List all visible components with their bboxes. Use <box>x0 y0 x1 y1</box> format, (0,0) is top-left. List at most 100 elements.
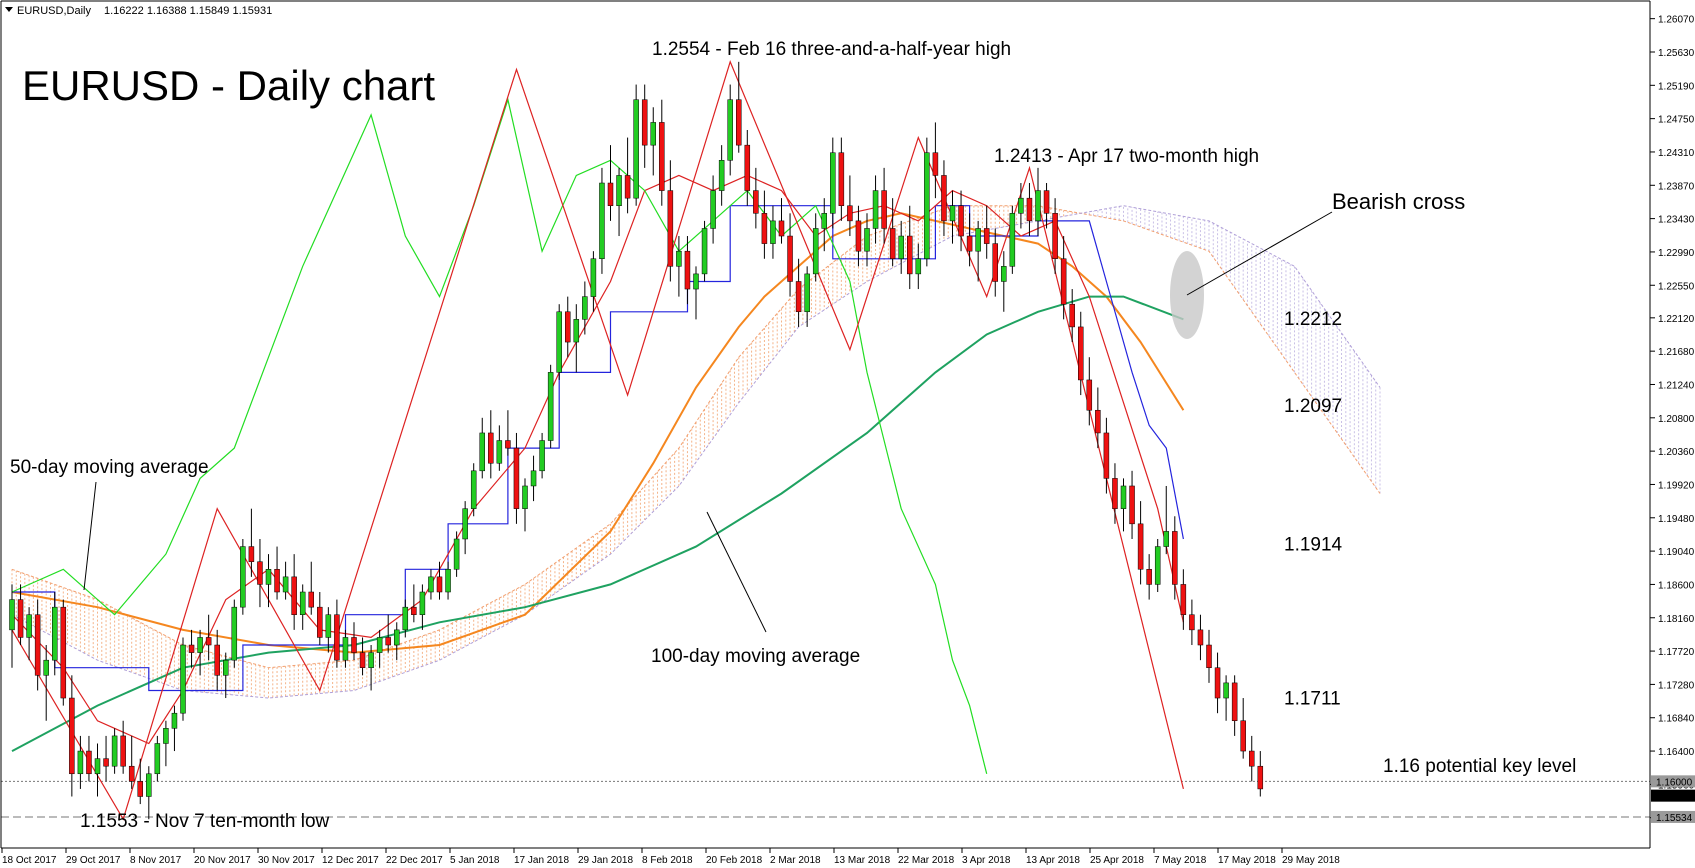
candle-bullish <box>573 319 580 343</box>
candle-bullish <box>231 606 238 661</box>
candle-bearish <box>513 447 520 509</box>
candle-bullish <box>368 652 374 668</box>
candle-bullish <box>26 614 32 638</box>
candle-bullish <box>376 637 383 653</box>
time-axis: 18 Oct 2017 29 Oct 2017 8 Nov 2017 20 Nov 2… <box>1 848 1340 866</box>
candle-bearish <box>881 190 887 229</box>
candle-bearish <box>188 644 195 653</box>
price-tick-label: 1.17720 <box>1658 647 1695 658</box>
ma50-line <box>11 212 1185 654</box>
candle-bullish <box>1154 546 1161 585</box>
candle-bearish <box>128 765 135 782</box>
candle-bearish <box>932 152 939 176</box>
candle-bearish <box>1206 644 1212 668</box>
candle-bullish <box>590 258 597 297</box>
price-tick-label: 1.19040 <box>1658 547 1695 558</box>
candle-bearish <box>958 205 964 237</box>
candle-bearish <box>120 735 126 767</box>
time-tick-label: 13 Mar 2018 <box>834 855 891 866</box>
time-tick-label: 2 Mar 2018 <box>770 855 821 866</box>
price-tag-label: 1.16000 <box>1656 777 1693 788</box>
price-tick-label: 1.26070 <box>1658 15 1695 26</box>
time-tick-label: 20 Feb 2018 <box>706 855 763 866</box>
candle-bearish <box>1146 569 1152 585</box>
price-tick-label: 1.17280 <box>1658 680 1695 691</box>
candle-bearish <box>1043 190 1050 214</box>
menu-triangle-icon[interactable] <box>5 7 13 12</box>
candle-bullish <box>872 190 879 229</box>
chart-title: EURUSD - Daily chart <box>22 62 435 109</box>
price-tick-label: 1.22120 <box>1658 314 1695 325</box>
time-tick-label: 22 Dec 2017 <box>386 855 443 866</box>
price-tag-label: 1.15534 <box>1656 813 1693 824</box>
price-tick-label: 1.16400 <box>1658 747 1695 758</box>
candles <box>9 61 1264 820</box>
candle-bullish <box>154 743 161 775</box>
price-tag-box <box>1651 775 1695 788</box>
ma50-pointer <box>83 481 97 591</box>
candle-bullish <box>43 659 49 676</box>
time-tick-label: 30 Nov 2017 <box>258 855 315 866</box>
candle-bullish <box>171 712 178 729</box>
candle-bullish <box>496 440 503 464</box>
candle-bearish <box>1129 485 1135 525</box>
candle-bearish <box>308 591 314 608</box>
price-tick-label: 1.21680 <box>1658 347 1695 358</box>
candle-bullish <box>556 311 562 373</box>
time-tick-label: 29 May 2018 <box>1282 855 1340 866</box>
candle-bearish <box>761 213 768 244</box>
price-tag-box <box>1651 789 1695 802</box>
candle-bearish <box>248 546 255 562</box>
candle-bearish <box>659 122 665 191</box>
price-tag-label: 1.15931 <box>1656 792 1693 803</box>
candle-bullish <box>718 160 725 191</box>
candle-bearish <box>385 637 391 646</box>
candle-bearish <box>505 440 511 449</box>
candle-bullish <box>428 576 434 593</box>
candle-bearish <box>488 432 494 464</box>
price-tick-label: 1.25190 <box>1658 81 1695 92</box>
candle-bearish <box>787 235 793 282</box>
candle-bearish <box>624 175 631 199</box>
candle-bullish <box>864 228 870 252</box>
time-tick-label: 12 Dec 2017 <box>322 855 379 866</box>
price-tick-label: 1.24750 <box>1658 115 1695 126</box>
candle-bearish <box>1214 667 1221 699</box>
indicator-value-labels: 1.2212 1.2097 1.1914 1.1711 <box>1284 309 1343 709</box>
lagging-span <box>11 97 988 774</box>
candle-bullish <box>633 99 639 199</box>
candle-bullish <box>342 637 349 661</box>
candle-bearish <box>317 606 323 638</box>
candle-bearish <box>983 228 990 244</box>
time-tick-label: 13 Apr 2018 <box>1026 855 1080 866</box>
price-tick-label: 1.20800 <box>1658 414 1695 425</box>
candle-bullish <box>1018 197 1024 214</box>
candle-bearish <box>966 235 973 252</box>
candle-bullish <box>52 606 58 661</box>
price-tick-label: 1.20360 <box>1658 447 1695 458</box>
candle-bullish <box>445 569 451 593</box>
time-tick-label: 8 Nov 2017 <box>130 855 182 866</box>
candle-bearish <box>684 250 691 290</box>
time-tick-label: 25 Apr 2018 <box>1090 855 1144 866</box>
time-tick-label: 29 Oct 2017 <box>66 855 121 866</box>
annotation-bearish-cross: Bearish cross <box>1332 189 1465 214</box>
price-tick-label: 1.21240 <box>1658 380 1695 391</box>
candle-bullish <box>915 258 922 275</box>
candle-bearish <box>607 182 614 206</box>
candle-bullish <box>394 629 400 646</box>
candle-bearish <box>214 644 220 676</box>
candle-bearish <box>744 144 751 191</box>
candle-bullish <box>470 470 477 509</box>
candle-bearish <box>351 637 357 653</box>
candle-bullish <box>949 205 956 222</box>
annotation-apr-high: 1.2413 - Apr 17 two-month high <box>994 146 1259 167</box>
candle-bearish <box>641 99 648 146</box>
candle-bullish <box>163 728 169 744</box>
candle-bullish <box>804 273 810 313</box>
candle-bearish <box>60 606 67 699</box>
candle-bearish <box>941 175 947 222</box>
candle-bullish <box>94 758 101 775</box>
candle-bullish <box>522 485 528 509</box>
